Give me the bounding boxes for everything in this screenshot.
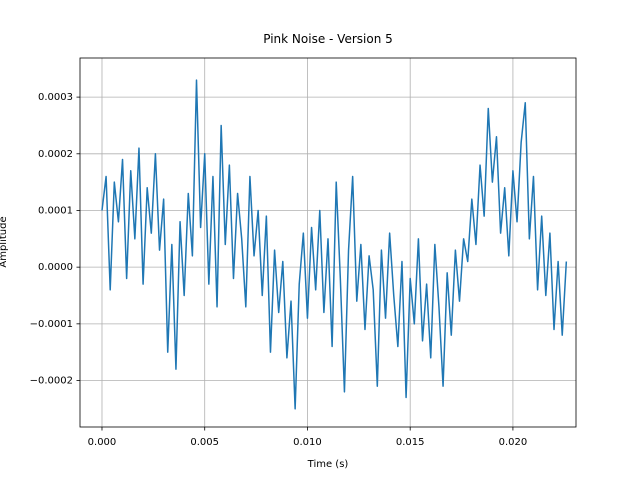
chart-title: Pink Noise - Version 5 (263, 32, 393, 46)
y-tick-label: 0.0001 (38, 205, 73, 216)
y-axis-label: Amplitude (0, 216, 9, 267)
y-tick-label: −0.0001 (30, 319, 73, 330)
x-tick-label: 0.010 (293, 437, 322, 448)
data-line (101, 79, 568, 410)
x-tick-label: 0.020 (499, 437, 528, 448)
y-tick-label: −0.0002 (30, 376, 73, 387)
plot-frame (79, 57, 577, 428)
x-tick-label: 0.000 (88, 437, 117, 448)
y-tick-label: 0.0002 (38, 149, 73, 160)
x-axis-label: Time (s) (307, 459, 349, 470)
x-tick-label: 0.015 (396, 437, 425, 448)
y-tick-label: 0.0000 (38, 262, 73, 273)
y-tick-label: 0.0003 (38, 92, 73, 103)
x-tick-label: 0.005 (190, 437, 219, 448)
